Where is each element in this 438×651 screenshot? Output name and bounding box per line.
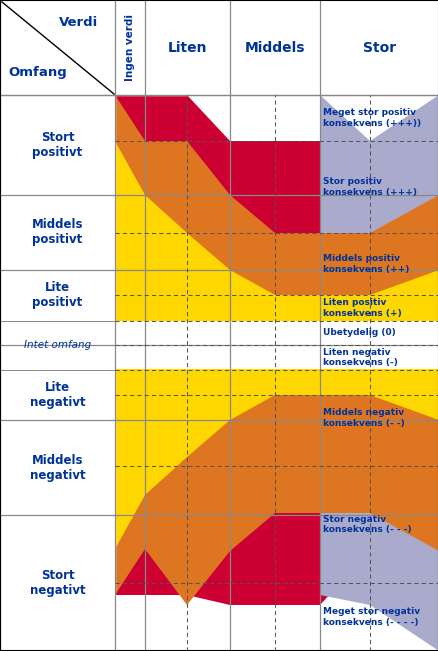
- Text: Lite
positivt: Lite positivt: [32, 281, 82, 309]
- Text: Middels: Middels: [244, 40, 304, 55]
- Polygon shape: [115, 95, 438, 605]
- Polygon shape: [115, 141, 438, 549]
- Text: Liten positiv
konsekvens (+): Liten positiv konsekvens (+): [322, 298, 401, 318]
- Text: Verdi: Verdi: [58, 16, 98, 29]
- Text: Middels
negativt: Middels negativt: [30, 454, 85, 482]
- Text: Middels
positivt: Middels positivt: [32, 219, 83, 247]
- Text: Intet omfang: Intet omfang: [24, 340, 91, 350]
- Text: Stort
negativt: Stort negativt: [30, 569, 85, 597]
- Text: Meget stor negativ
konsekvens (- - - -): Meget stor negativ konsekvens (- - - -): [322, 607, 419, 627]
- Polygon shape: [319, 95, 438, 651]
- Text: Omfang: Omfang: [8, 66, 67, 79]
- Text: Lite
negativt: Lite negativt: [30, 381, 85, 409]
- Text: Meget stor positiv
konsekvens (+++)): Meget stor positiv konsekvens (+++)): [322, 108, 420, 128]
- Text: Ubetydelig (0): Ubetydelig (0): [322, 329, 395, 337]
- Polygon shape: [115, 321, 438, 369]
- Text: Stort
positivt: Stort positivt: [32, 131, 82, 159]
- Text: Ingen verdi: Ingen verdi: [125, 14, 135, 81]
- Text: Stor positiv
konsekvens (+++): Stor positiv konsekvens (+++): [322, 177, 416, 197]
- Text: Stor: Stor: [362, 40, 395, 55]
- Text: Middels negativ
konsekvens (- -): Middels negativ konsekvens (- -): [322, 408, 404, 428]
- Text: Stor negativ
konsekvens (- - -): Stor negativ konsekvens (- - -): [322, 515, 411, 534]
- Polygon shape: [115, 95, 438, 651]
- Text: Middels positiv
konsekvens (++): Middels positiv konsekvens (++): [322, 255, 409, 273]
- Text: Liten negativ
konsekvens (-): Liten negativ konsekvens (-): [322, 348, 397, 367]
- Text: Liten: Liten: [167, 40, 207, 55]
